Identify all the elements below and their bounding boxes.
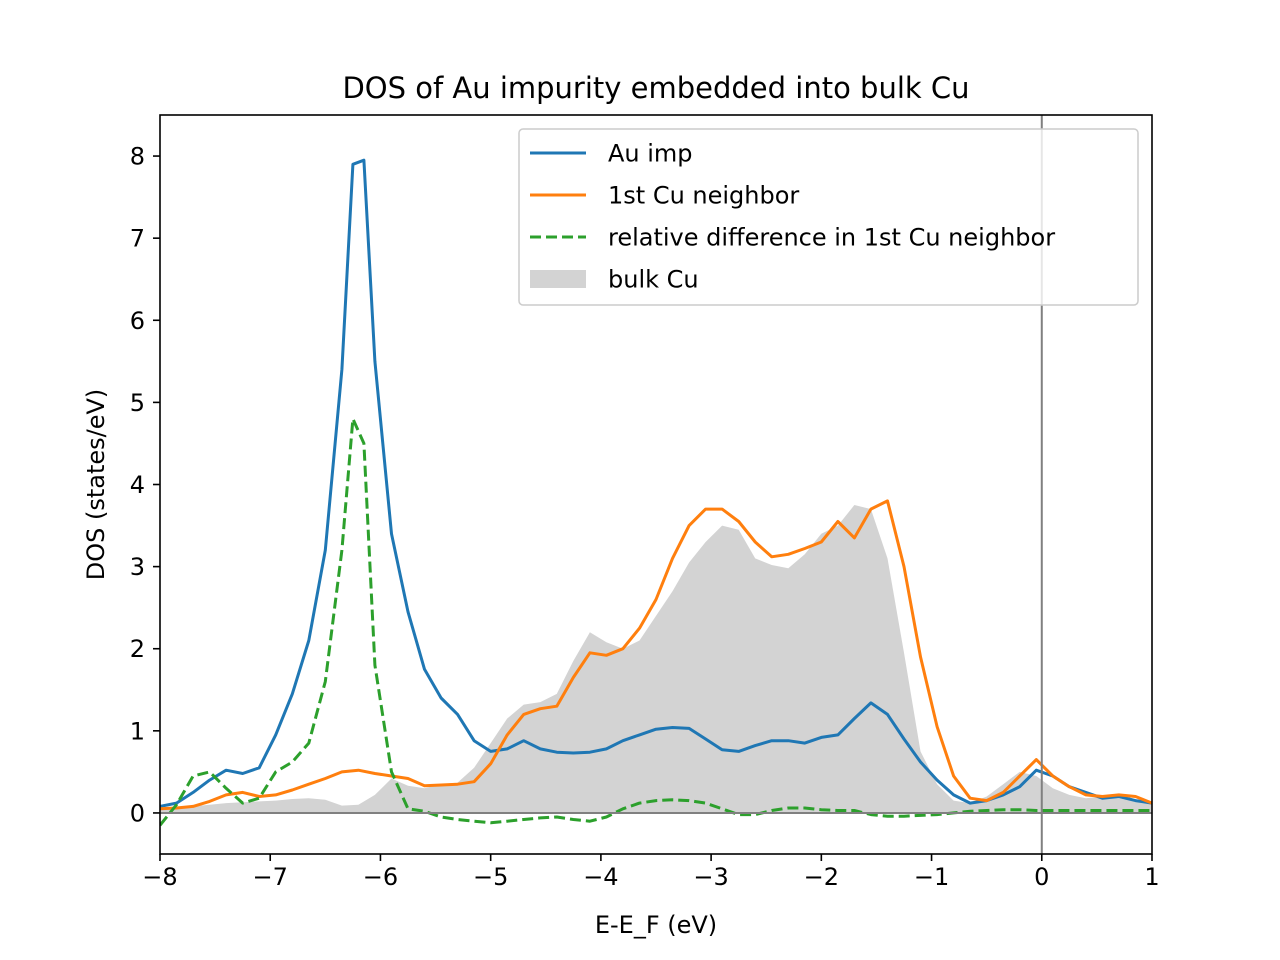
x-tick-label: −5 [473, 863, 508, 891]
legend: Au imp 1st Cu neighbor relative difference… [518, 128, 1139, 306]
y-tick-label: 0 [130, 799, 145, 827]
legend-box [518, 128, 1139, 306]
y-tick-label: 5 [130, 389, 145, 417]
y-tick-label: 8 [130, 143, 145, 171]
y-tick-label: 6 [130, 307, 145, 335]
legend-label-bulk-cu: bulk Cu [608, 266, 699, 294]
legend-swatch-bulk-cu [530, 270, 586, 288]
x-tick-label: −2 [804, 863, 839, 891]
series-1st-cu-neighbor-line [160, 499, 1152, 811]
x-axis-label: E-E_F (eV) [595, 911, 717, 939]
y-tick-label: 4 [130, 471, 145, 499]
legend-items: Au imp 1st Cu neighbor relative difference… [530, 140, 1055, 294]
y-axis-ticks: 0 1 2 3 4 5 6 7 8 [130, 143, 160, 827]
plot-series-layer [160, 158, 1152, 827]
x-tick-label: −3 [693, 863, 728, 891]
series-bulk-cu-area [160, 505, 1152, 813]
y-tick-label: 2 [130, 635, 145, 663]
chart-title: DOS of Au impurity embedded into bulk Cu [342, 71, 969, 105]
legend-label-1st-cu-neighbor: 1st Cu neighbor [608, 182, 799, 210]
x-tick-label: −8 [142, 863, 177, 891]
y-axis-label: DOS (states/eV) [82, 389, 110, 581]
legend-label-relative-difference-in-1st-cu-neighbor: relative difference in 1st Cu neighbor [608, 224, 1055, 252]
x-tick-label: 1 [1144, 863, 1159, 891]
x-tick-label: −7 [253, 863, 288, 891]
y-tick-label: 3 [130, 553, 145, 581]
x-tick-label: −6 [363, 863, 398, 891]
y-tick-label: 7 [130, 225, 145, 253]
x-tick-label: 0 [1034, 863, 1049, 891]
x-tick-label: −4 [583, 863, 618, 891]
legend-label-au-imp: Au imp [608, 140, 693, 168]
x-axis-ticks: −8 −7 −6 −5 −4 −3 −2 −1 0 1 [142, 854, 1160, 891]
x-tick-label: −1 [914, 863, 949, 891]
y-tick-label: 1 [130, 717, 145, 745]
series-relative-difference-in-1st-cu-neighbor-line [160, 417, 1152, 827]
